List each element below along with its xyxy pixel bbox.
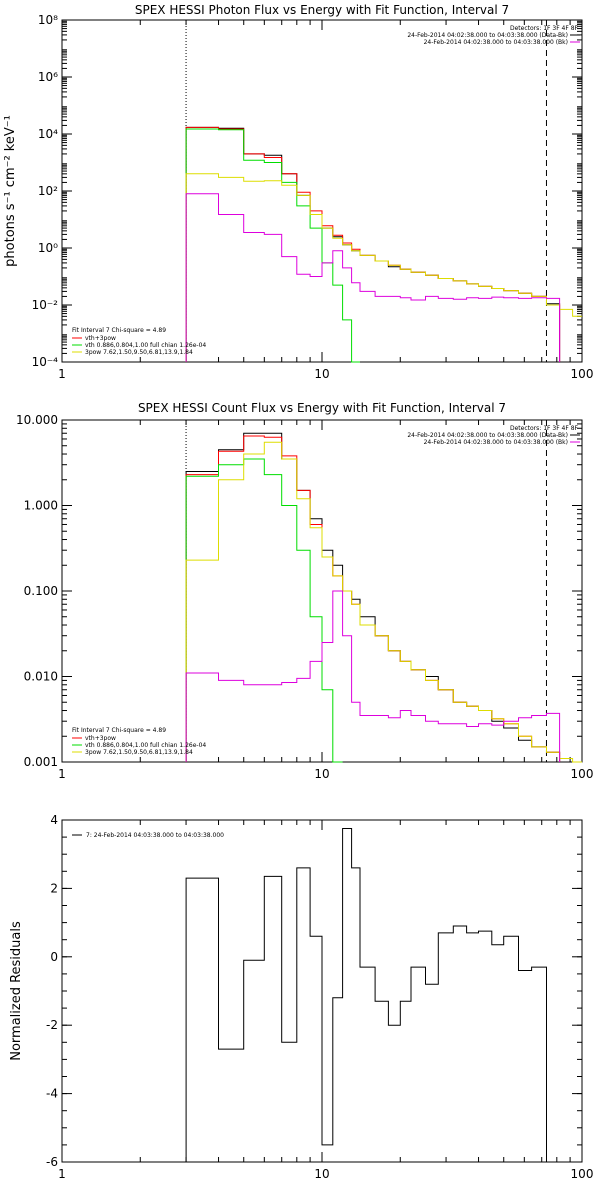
panel2-title: SPEX HESSI Count Flux vs Energy with Fit… [138, 401, 506, 415]
y-tick-label: 10⁸ [38, 13, 58, 27]
panel1-series [185, 126, 582, 363]
series-bkg [185, 590, 561, 762]
fit-legend-header-2: Fit Interval 7 Chi-square = 4.89 [72, 727, 166, 734]
series-vth [185, 458, 343, 763]
y-tick-label: 0.001 [24, 755, 58, 769]
fit-legend-l2: vth 0.886,0.804,1.00 full chian 1.26e-04 [85, 342, 206, 349]
y-tick-label: 4 [50, 813, 58, 827]
x-tick-label: 1 [58, 767, 66, 781]
y-tick-label: 10⁴ [38, 127, 58, 141]
series-data [185, 432, 561, 762]
panel1-title: SPEX HESSI Photon Flux vs Energy with Fi… [135, 3, 509, 17]
legend-bk-2: 24-Feb-2014 04:02:38.000 to 04:03:38.000… [424, 439, 568, 446]
x-tick-label: 100 [571, 1167, 594, 1181]
y-tick-label: 10⁻² [32, 298, 59, 312]
x-tick-label: 1 [58, 1167, 66, 1181]
series-vth [185, 128, 360, 363]
y-tick-label: -6 [46, 1155, 58, 1169]
y-tick-label: 0.010 [24, 670, 58, 684]
y-tick-label: -2 [46, 1018, 58, 1032]
series-vth-3pow [185, 435, 561, 762]
x-tick-label: 100 [571, 367, 594, 381]
panel1-frame [61, 19, 583, 363]
y-tick-label: 0.100 [24, 584, 58, 598]
fit-legend-header: Fit Interval 7 Chi-square = 4.89 [72, 327, 166, 334]
y-tick-label: 10⁻⁴ [32, 355, 59, 369]
y-tick-label: 1.000 [24, 499, 58, 513]
panel2-fit-legend: Fit Interval 7 Chi-square = 4.89 vth+3po… [72, 727, 206, 756]
series-data [185, 126, 561, 362]
panel3-series [185, 828, 547, 1162]
legend-bk: 24-Feb-2014 04:02:38.000 to 04:03:38.000… [424, 39, 568, 46]
series-vth-3pow [185, 126, 561, 362]
panel3-legend: 7: 24-Feb-2014 04:03:38.000 to 04:03:38.… [72, 832, 224, 839]
series-7 [185, 828, 547, 1162]
panel2-series [185, 432, 582, 763]
panel1-right-legend: Detectors: 1F 3F 4F 8F 24-Feb-2014 04:02… [407, 25, 580, 46]
resid-legend: 7: 24-Feb-2014 04:03:38.000 to 04:03:38.… [86, 832, 224, 839]
legend-data-bk: 24-Feb-2014 04:02:38.000 to 04:03:38.000… [407, 32, 568, 39]
panel3-axes: 1 10 100 -6 -4 -2 0 2 4 [46, 813, 593, 1181]
series-bkg [185, 193, 561, 362]
panel1-axes: 1 10 100 10⁻⁴ 10⁻² 10⁰ 10² 10⁴ 10⁶ 10⁸ [32, 13, 594, 381]
y-tick-label: 0 [50, 950, 58, 964]
x-tick-label: 10 [314, 767, 329, 781]
fit-legend-l3: 3pow 7.62,1.50,9.50,6.81,13.9,1.84 [85, 349, 193, 356]
y-tick-label: -4 [46, 1087, 58, 1101]
fit-legend-l3-2: 3pow 7.62,1.50,9.50,6.81,13.9,1.84 [85, 749, 193, 756]
photon-flux-panel: SPEX HESSI Photon Flux vs Energy with Fi… [3, 3, 593, 381]
x-tick-label: 10 [314, 1167, 329, 1181]
count-flux-panel: SPEX HESSI Count Flux vs Energy with Fit… [16, 401, 593, 781]
y-tick-label: 10⁶ [38, 70, 58, 84]
series-3pow [185, 441, 582, 763]
series-3pow [185, 173, 582, 362]
fit-legend-l1: vth+3pow [85, 335, 116, 342]
x-tick-label: 100 [571, 767, 594, 781]
detectors-label-2: Detectors: 1F 3F 4F 8F [510, 425, 579, 432]
x-tick-label: 10 [314, 367, 329, 381]
panel2-right-legend: Detectors: 1F 3F 4F 8F 24-Feb-2014 04:02… [407, 425, 580, 446]
panel2-frame [61, 419, 583, 763]
fit-legend-l1-2: vth+3pow [85, 735, 116, 742]
panel1-ylabel: photons s⁻¹ cm⁻² keV⁻¹ [3, 115, 18, 267]
panel3-ylabel: Normalized Residuals [9, 921, 24, 1061]
panel2-axes: 1 10 100 0.001 0.010 0.100 1.000 10.000 [16, 413, 593, 781]
x-tick-label: 1 [58, 367, 66, 381]
y-tick-label: 10² [38, 184, 58, 198]
y-tick-label: 10.000 [16, 413, 58, 427]
legend-data-bk-2: 24-Feb-2014 04:02:38.000 to 04:03:38.000… [407, 432, 568, 439]
y-tick-label: 10⁰ [38, 241, 58, 255]
y-tick-label: 2 [50, 881, 58, 895]
residuals-panel: Normalized Residuals 1 10 100 -6 -4 -2 0 2 4 7: … [9, 813, 593, 1181]
detectors-label: Detectors: 1F 3F 4F 8F [510, 25, 579, 32]
fit-legend-l2-2: vth 0.886,0.804,1.00 full chian 1.26e-04 [85, 742, 206, 749]
panel1-fit-legend: Fit Interval 7 Chi-square = 4.89 vth+3po… [72, 327, 206, 356]
